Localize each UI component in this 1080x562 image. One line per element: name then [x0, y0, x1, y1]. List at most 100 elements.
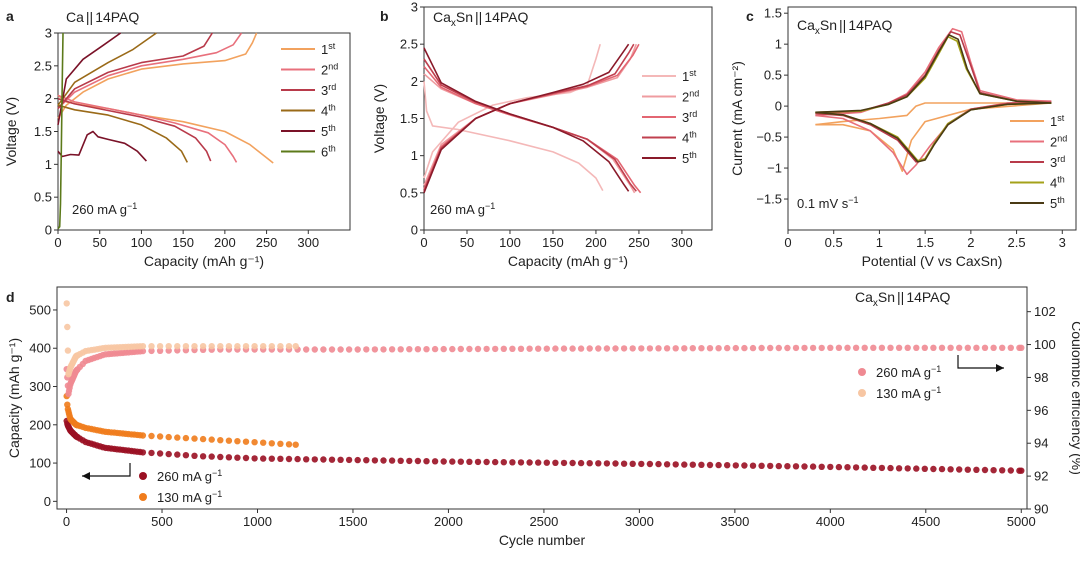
panel-d-y-axis-label: Capacity (mAh g⁻¹) — [6, 338, 22, 458]
panel-a-y-tick-label: 1 — [45, 157, 52, 172]
panel-d-point — [371, 457, 379, 464]
panel-d-point — [543, 345, 550, 352]
panel-d-point — [242, 438, 250, 445]
panel-d-point — [217, 343, 224, 350]
panel-d-arrow-left — [82, 463, 131, 477]
panel-d-point — [655, 345, 662, 352]
panel-d-point — [844, 464, 851, 471]
panel-d-point — [827, 463, 834, 471]
panel-d-point — [990, 344, 997, 351]
panel-d-point — [148, 449, 155, 457]
panel-d-point — [792, 344, 800, 352]
panel-b-y-axis-label: Voltage (V) — [371, 84, 387, 153]
panel-d-ce-legend-label: 260 mA g−1 — [876, 364, 941, 380]
panel-d-point — [182, 452, 190, 459]
panel-b-y-tick-label: 1.5 — [400, 111, 418, 126]
panel-d-point — [775, 462, 782, 470]
panel-a-series-5th-charge — [57, 32, 122, 126]
panel-d-point — [620, 460, 628, 467]
panel-d-point — [921, 344, 928, 351]
panel-a-series-4th-discharge — [57, 104, 189, 163]
panel-a-title: Ca || 14PAQ — [66, 9, 139, 25]
panel-b: 0 50 100 150 200 250 300 0 0.5 1 1.5 2 2.5 3 Capacity … — [371, 0, 713, 269]
panel-d-point — [715, 345, 722, 352]
panel-d-point — [999, 344, 1006, 351]
panel-d-point — [595, 460, 602, 467]
panel-d-point — [655, 460, 662, 468]
panel-a-x-tick-label: 250 — [256, 235, 278, 250]
panel-a-series-2nd-discharge — [57, 94, 238, 163]
panel-d-point — [973, 344, 980, 351]
panel-d-point — [285, 343, 293, 350]
panel-d-point — [139, 449, 147, 456]
panel-b-x-tick-label: 100 — [499, 235, 521, 250]
panel-d-point — [629, 345, 636, 352]
panel-d-point — [870, 464, 877, 471]
panel-d-point — [363, 346, 370, 353]
panel-b-legend-label: 2nd — [682, 89, 699, 105]
panel-b-y-tick-label: 2.5 — [400, 37, 418, 52]
panel-d-x-tick-label: 2500 — [529, 514, 558, 529]
panel-d-point — [913, 465, 920, 472]
panel-d-point — [930, 465, 937, 473]
panel-d-point — [234, 343, 241, 350]
panel-a-legend-label: 1st — [321, 41, 336, 57]
panel-d-point — [268, 455, 275, 462]
panel-c-title: CaxSn || 14PAQ — [797, 17, 893, 37]
panel-a-legend-label: 6th — [321, 144, 336, 160]
panel-d-point — [818, 344, 825, 352]
panel-a-series-3rd-discharge — [57, 97, 212, 162]
panel-d-point — [337, 456, 344, 463]
panel-d-point — [234, 454, 241, 461]
panel-d-point — [560, 459, 568, 467]
panel-c-x-tick-label: 2.5 — [1008, 235, 1026, 250]
panel-d-point — [492, 345, 499, 353]
panel-d-point — [964, 466, 971, 473]
panel-d-point — [784, 344, 791, 352]
panel-d-point — [148, 343, 155, 350]
panel-d-point — [535, 459, 542, 466]
panel-d-x-tick-label: 4500 — [911, 514, 940, 529]
panel-d-point — [724, 462, 731, 469]
panel-d-point — [938, 465, 946, 473]
panel-d-point — [981, 344, 989, 351]
panel-d-point — [148, 347, 155, 355]
panel-d-point — [440, 458, 447, 465]
panel-b-letter: b — [380, 8, 389, 24]
panel-d-point — [449, 345, 456, 353]
panel-d-point — [225, 437, 233, 444]
panel-d-point — [577, 459, 585, 467]
panel-d-y2-tick-label: 96 — [1034, 403, 1048, 418]
panel-d-point — [139, 347, 147, 355]
panel-d-series-0 — [63, 417, 1025, 474]
panel-d-point — [277, 343, 284, 350]
panel-d-point — [156, 343, 164, 350]
panel-d-point — [526, 345, 533, 352]
panel-d-point — [191, 452, 198, 459]
panel-b-series-1st-discharge — [423, 81, 604, 191]
panel-c: 0 0.5 1 1.5 2 2.5 3 −1.5 −1 −0.5 0 0.5 1 1.5 Potential… — [729, 6, 1077, 269]
panel-d-cap-legend-marker — [139, 493, 147, 501]
panel-d-point — [956, 344, 963, 351]
panel-a-x-tick-label: 100 — [131, 235, 153, 250]
panel-b-y-tick-label: 0 — [411, 223, 418, 238]
panel-d-point — [560, 345, 568, 352]
panel-b-rate: 260 mA g−1 — [430, 201, 495, 217]
panel-d-point — [165, 433, 172, 441]
panel-d-point — [414, 346, 422, 353]
panel-c-legend-label: 2nd — [1050, 134, 1067, 150]
panel-d-point — [225, 343, 233, 350]
panel-d-point — [895, 344, 903, 351]
panel-d-point — [913, 344, 920, 351]
panel-d-point — [406, 346, 413, 353]
panel-d-point — [887, 344, 894, 351]
panel-d-point — [457, 345, 464, 353]
panel-d-point — [586, 460, 593, 467]
panel-d-point — [732, 344, 739, 352]
panel-d-point — [208, 436, 215, 443]
panel-d-point — [767, 344, 774, 352]
panel-d-point — [586, 345, 593, 352]
panel-b-series-2nd-charge — [423, 43, 638, 186]
panel-d-y2-tick-label: 98 — [1034, 370, 1048, 385]
panel-d-letter: d — [6, 289, 15, 305]
